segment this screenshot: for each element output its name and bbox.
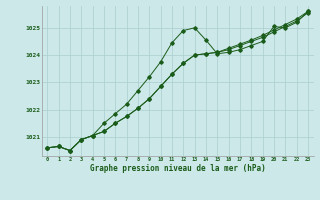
X-axis label: Graphe pression niveau de la mer (hPa): Graphe pression niveau de la mer (hPa) [90, 164, 266, 173]
